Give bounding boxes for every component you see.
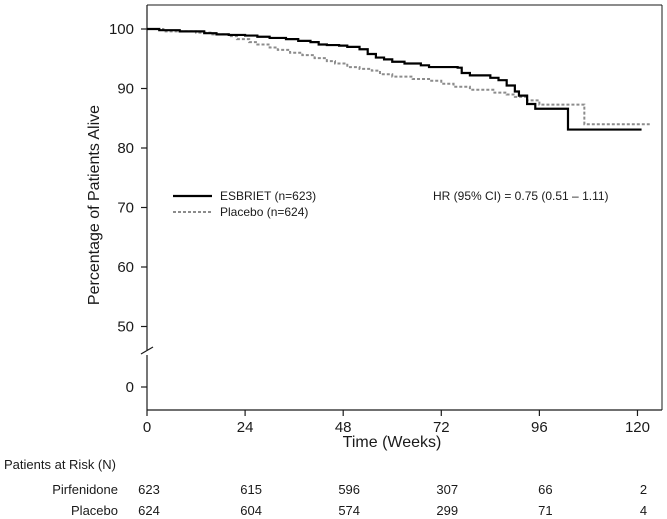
- at-risk-value: 66: [538, 482, 552, 497]
- at-risk-value: 624: [138, 503, 160, 518]
- x-tick-label: 48: [335, 419, 352, 436]
- x-axis-title: Time (Weeks): [343, 434, 442, 451]
- x-tick-label: 96: [531, 419, 548, 436]
- at-risk-value: 623: [138, 482, 160, 497]
- y-tick-label: 60: [117, 259, 134, 276]
- legend-label-esbriet: ESBRIET (n=623): [220, 189, 316, 203]
- at-risk-title: Patients at Risk (N): [4, 457, 116, 472]
- x-tick-label: 72: [433, 419, 450, 436]
- y-axis-break-mark: [140, 346, 154, 355]
- at-risk-value: 596: [338, 482, 360, 497]
- y-tick-label: 0: [126, 379, 134, 396]
- plot-frame: [140, 4, 663, 411]
- at-risk-row-label: Placebo: [71, 503, 118, 518]
- at-risk-value: 574: [338, 503, 360, 518]
- y-tick-label: 70: [117, 200, 134, 217]
- at-risk-table: Pirfenidone 623 615 596 307 66 2 Placebo 624 604 5…: [52, 482, 647, 518]
- y-ticks: 0 50 60 70 80 90 100: [109, 21, 147, 396]
- series-esbriet-line: [147, 27, 642, 131]
- x-tick-label: 24: [237, 419, 254, 436]
- x-tick-label: 120: [625, 419, 650, 436]
- hazard-ratio-annotation: HR (95% CI) = 0.75 (0.51 – 1.11): [433, 189, 609, 203]
- y-tick-label: 50: [117, 319, 134, 336]
- y-tick-label: 100: [109, 21, 134, 38]
- at-risk-value: 307: [436, 482, 458, 497]
- y-tick-label: 90: [117, 81, 134, 98]
- at-risk-value: 299: [436, 503, 458, 518]
- at-risk-value: 71: [538, 503, 552, 518]
- legend: ESBRIET (n=623) Placebo (n=624): [173, 189, 316, 219]
- y-axis-title: Percentage of Patients Alive: [86, 105, 103, 305]
- x-ticks: 0 24 48 72 96 120: [143, 410, 650, 436]
- series-placebo-line: [147, 28, 650, 126]
- x-tick-label: 0: [143, 419, 151, 436]
- at-risk-value: 4: [640, 503, 647, 518]
- at-risk-value: 2: [640, 482, 647, 497]
- at-risk-value: 615: [240, 482, 262, 497]
- y-tick-label: 80: [117, 140, 134, 157]
- at-risk-row-label: Pirfenidone: [52, 482, 118, 497]
- at-risk-value: 604: [240, 503, 262, 518]
- legend-label-placebo: Placebo (n=624): [220, 205, 308, 219]
